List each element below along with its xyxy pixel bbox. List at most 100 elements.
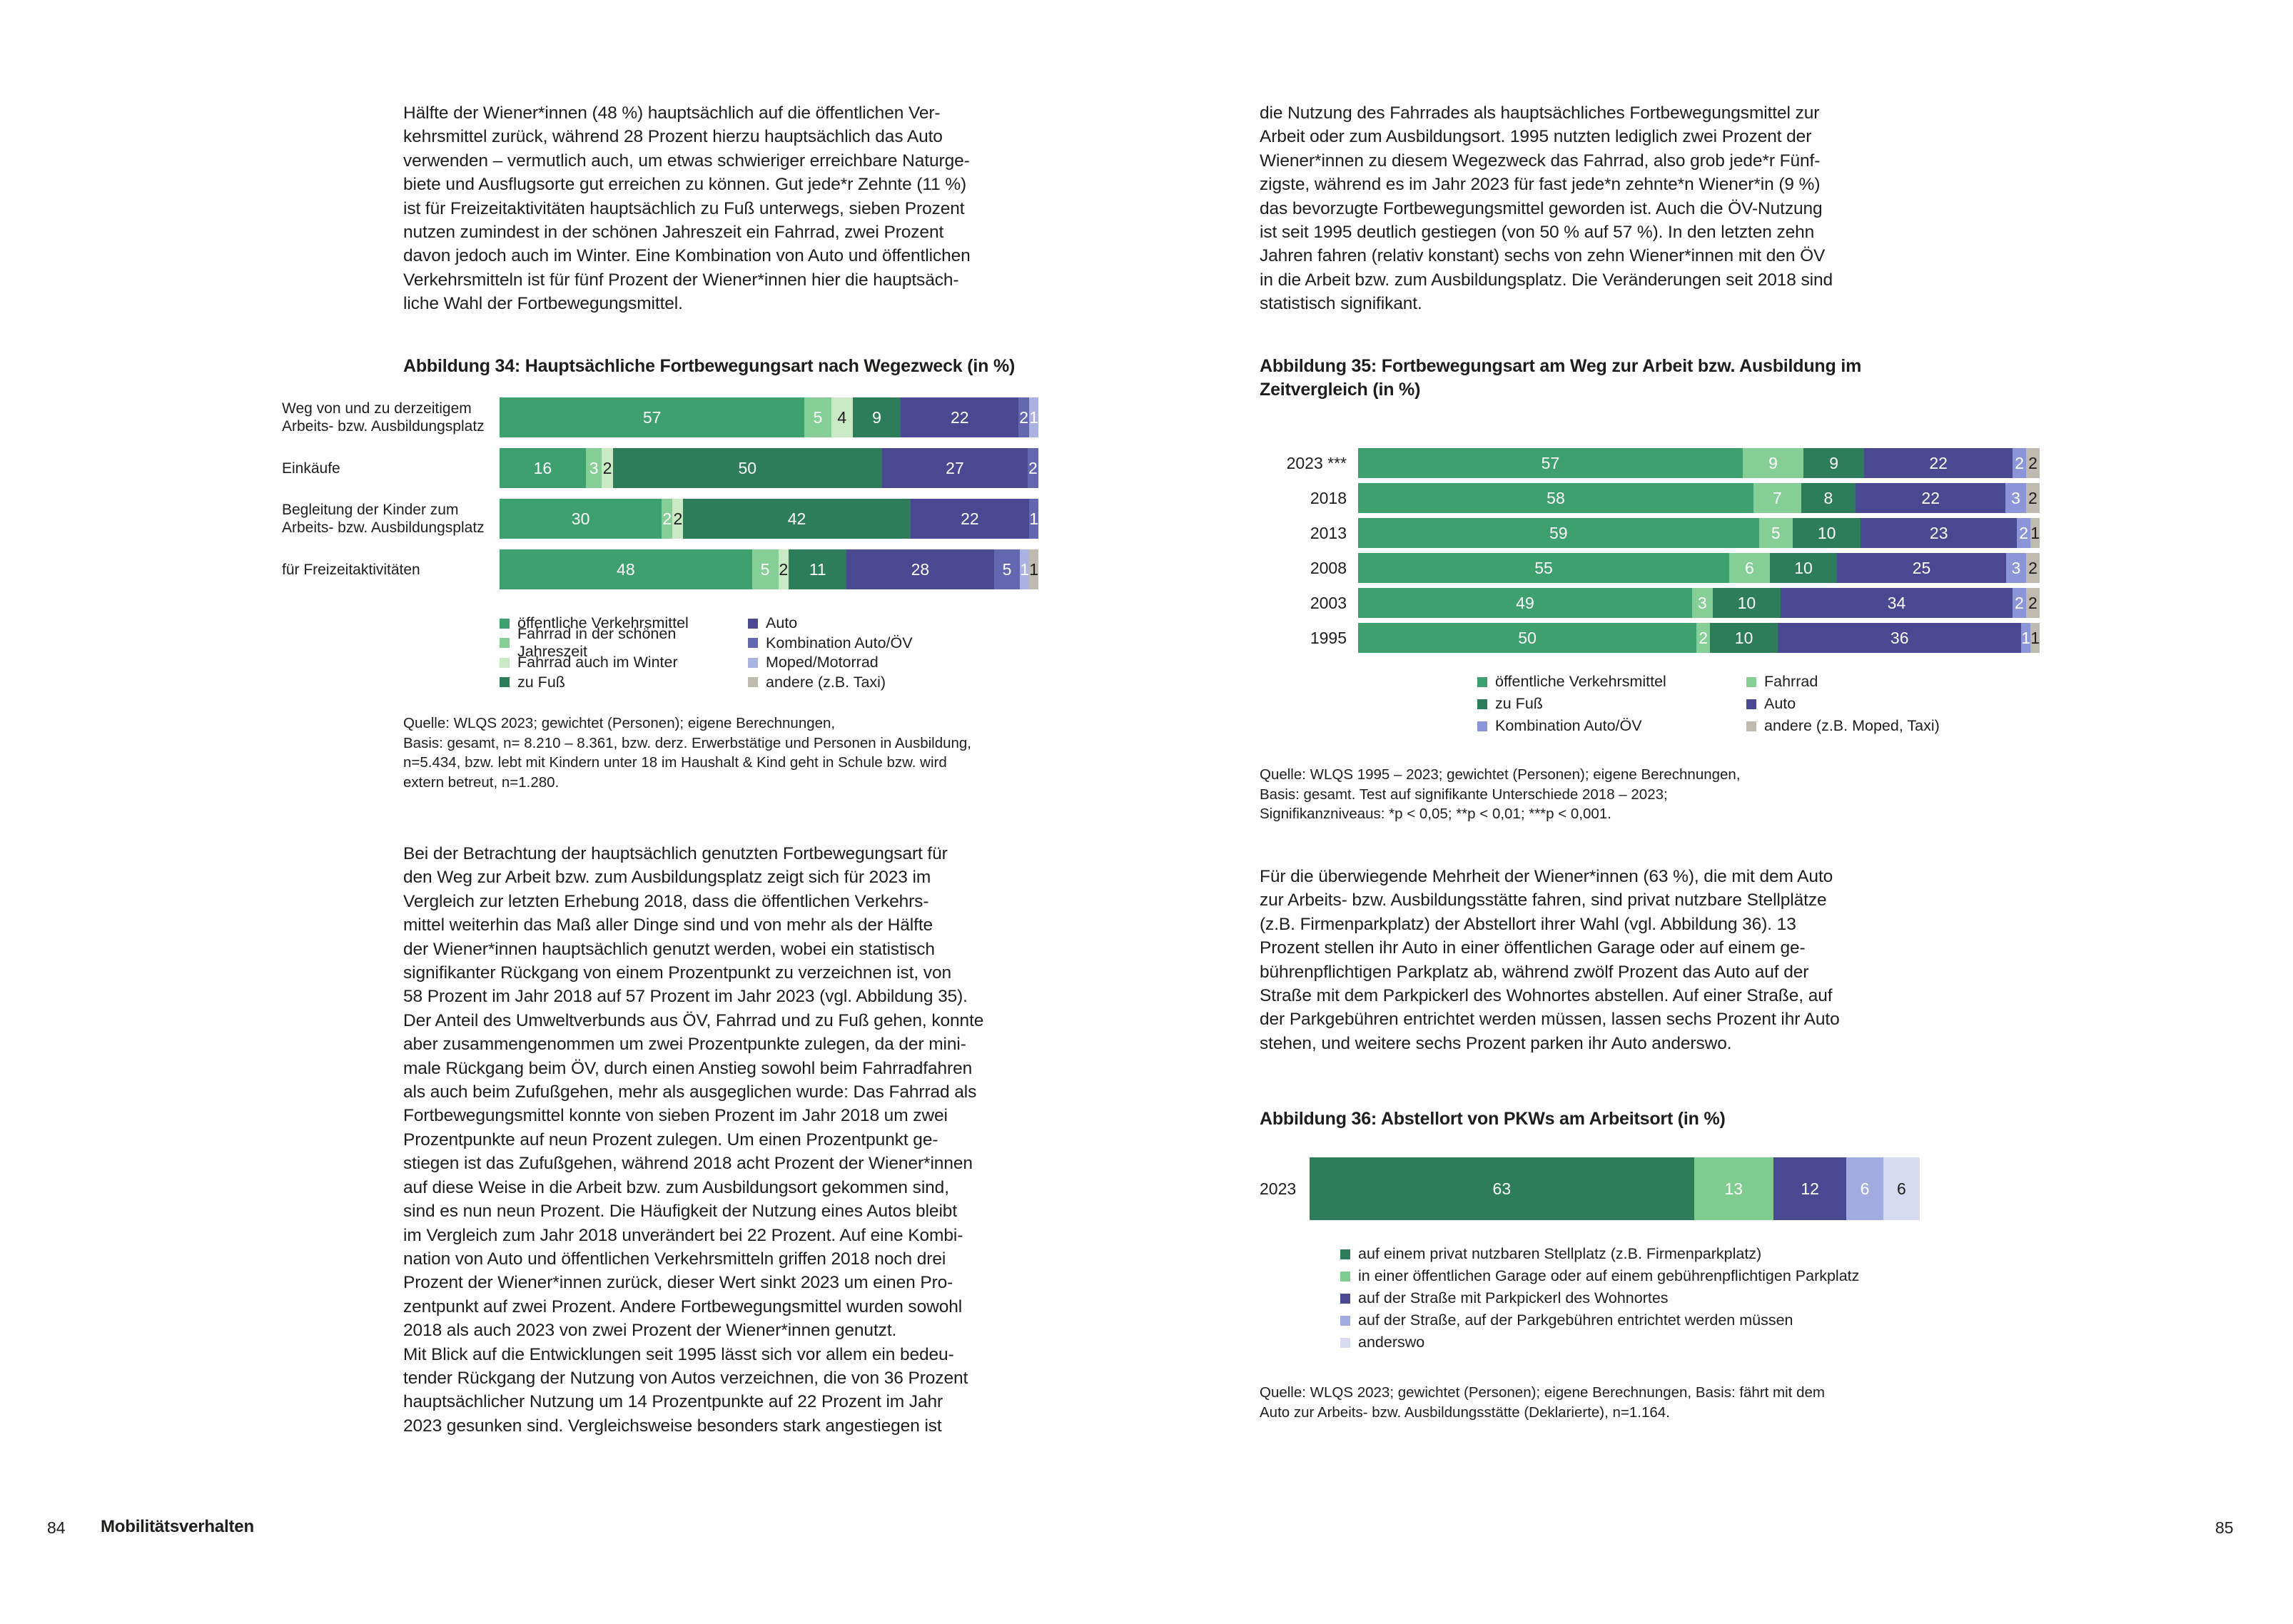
bar-segment: 5 (751, 549, 779, 589)
legend-swatch (1340, 1315, 1350, 1326)
bar-segment-value: 2 (2015, 453, 2024, 472)
legend-label: zu Fuß (1495, 695, 1543, 712)
bar-segment-value: 2 (1019, 407, 1029, 427)
legend-swatch (1477, 721, 1487, 731)
bar-segment-value: 16 (533, 458, 552, 477)
legend-item: andere (z.B. Moped, Taxi) (1746, 715, 1940, 737)
bar-segment: 2 (2013, 448, 2027, 478)
legend-label: auf der Straße mit Parkpickerl des Wohno… (1358, 1289, 1669, 1306)
chart-row: für Freizeitaktivitäten 48 5 2 11 28 5 1 1 (282, 549, 1039, 589)
bar-segment-value: 2 (2019, 523, 2029, 542)
bar-segment: 25 (1837, 553, 2006, 583)
bar-segment: 27 (882, 448, 1028, 488)
bar-segment-value: 12 (1801, 1179, 1819, 1198)
bar-segment: 2 (2025, 483, 2040, 513)
legend-swatch (500, 618, 510, 629)
bar-segment-value: 9 (1768, 453, 1778, 472)
legend-swatch (1340, 1249, 1350, 1259)
legend-item: Moped/Motorrad (748, 653, 913, 673)
chart-row: 2023 63 13 12 6 6 (1260, 1157, 1920, 1220)
legend-swatch (748, 638, 758, 649)
bar-segment: 28 (846, 549, 994, 589)
stacked-bar: 57 9 9 22 2 2 (1358, 448, 2040, 478)
legend-label: Auto (766, 614, 798, 632)
bar-segment-value: 2 (779, 559, 789, 579)
bar-segment: 48 (500, 549, 752, 589)
bar-segment: 5 (804, 397, 831, 437)
bar-segment: 9 (1803, 448, 1865, 478)
bar-segment: 2 (672, 499, 684, 539)
legend-column: öffentliche Verkehrsmittel zu Fuß Kombinat… (1477, 671, 1746, 737)
bar-segment: 55 (1358, 553, 1730, 583)
bar-segment-value: 5 (813, 407, 823, 427)
bar-segment-value: 5 (1002, 559, 1012, 579)
bar-segment: 36 (1778, 623, 2022, 653)
figure36-legend: auf einem privat nutzbaren Stellplatz (z… (1340, 1243, 1859, 1354)
bar-segment: 3 (2005, 553, 2027, 583)
chart-row: 2023 *** 57 9 9 22 2 2 (1260, 448, 2040, 478)
bar-segment: 1 (1029, 499, 1038, 539)
legend-label: öffentliche Verkehrsmittel (1495, 673, 1666, 690)
legend-label: auf der Straße, auf der Parkgebühren ent… (1358, 1311, 1793, 1329)
bar-segment: 2 (2012, 588, 2026, 618)
chart-row-label: Einkäufe (282, 460, 340, 477)
chart-row: 2018 58 7 8 22 3 2 (1260, 483, 2040, 513)
legend-swatch (748, 618, 758, 629)
bar-segment-value: 27 (946, 458, 964, 477)
bar-segment-value: 2 (2028, 488, 2038, 507)
legend-item: Auto (748, 614, 913, 634)
legend-column: auf einem privat nutzbaren Stellplatz (z… (1340, 1243, 1859, 1354)
chart-row-label: 2018 (1310, 489, 1347, 507)
chart-row: Weg von und zu derzeitigem Arbeits- bzw.… (282, 397, 1038, 437)
legend-label: auf einem privat nutzbaren Stellplatz (z… (1358, 1245, 1762, 1262)
bar-segment: 3 (1691, 588, 1713, 618)
bar-segment: 2 (1027, 448, 1038, 488)
bar-segment: 11 (789, 549, 847, 589)
bar-segment-value: 10 (1817, 523, 1836, 542)
bar-segment: 57 (1358, 448, 1743, 478)
legend-item: auf der Straße mit Parkpickerl des Wohno… (1340, 1287, 1859, 1309)
legend-label: in einer öffentlichen Garage oder auf ei… (1358, 1267, 1860, 1284)
bar-segment: 10 (1710, 623, 1778, 653)
bar-segment-value: 63 (1492, 1179, 1512, 1198)
bar-segment-value: 8 (1823, 488, 1833, 507)
bar-segment-value: 6 (1745, 558, 1754, 577)
stacked-bar: 55 6 10 25 3 2 (1358, 553, 2040, 583)
legend-column: Fahrrad Auto andere (z.B. Moped, Taxi) (1746, 671, 1940, 737)
bar-segment: 1 (1020, 549, 1030, 589)
bar-segment: 50 (1358, 623, 1697, 653)
bar-segment: 34 (1781, 588, 2013, 618)
bar-segment-value: 3 (2011, 558, 2021, 577)
stacked-bar: 58 7 8 22 3 2 (1358, 483, 2040, 513)
bar-segment-value: 5 (760, 559, 770, 579)
bar-segment: 1 (1029, 397, 1038, 437)
bar-segment: 6 (1729, 553, 1770, 583)
bar-segment-value: 48 (617, 559, 635, 579)
bar-segment-value: 10 (1737, 593, 1756, 612)
bar-segment-value: 49 (1516, 593, 1534, 612)
bar-segment: 3 (585, 448, 602, 488)
bar-segment-value: 9 (872, 407, 881, 427)
bar-segment: 42 (683, 499, 911, 539)
bar-segment: 2 (602, 448, 613, 488)
bar-segment-value: 1 (1029, 509, 1038, 528)
bar-segment-value: 22 (1929, 453, 1948, 472)
paragraph-mobility-leisure: Hälfte der Wiener*innen (48 %) hauptsäch… (403, 103, 971, 314)
bar-segment-value: 2 (662, 509, 672, 528)
paragraph-parking: Für die überwiegende Mehrheit der Wiener… (1260, 867, 1840, 1053)
bar-segment: 58 (1358, 483, 1753, 513)
bar-segment: 3 (2005, 483, 2026, 513)
legend-swatch (1746, 721, 1756, 731)
chart-row: 2008 55 6 10 25 3 2 (1260, 553, 2040, 583)
chart-row-label: 2003 (1310, 594, 1347, 612)
bar-segment: 9 (852, 397, 901, 437)
bar-segment: 10 (1769, 553, 1838, 583)
legend-swatch (1746, 676, 1756, 687)
bar-segment-value: 2 (2014, 593, 2024, 612)
bar-segment-value: 28 (911, 559, 930, 579)
legend-item: anderswo (1340, 1331, 1859, 1354)
bar-segment-value: 10 (1794, 558, 1813, 577)
chart-row-label: Begleitung der Kinder zum Arbeits- bzw. … (282, 502, 485, 536)
bar-segment: 13 (1694, 1157, 1773, 1220)
bar-segment-value: 1 (1029, 559, 1039, 579)
